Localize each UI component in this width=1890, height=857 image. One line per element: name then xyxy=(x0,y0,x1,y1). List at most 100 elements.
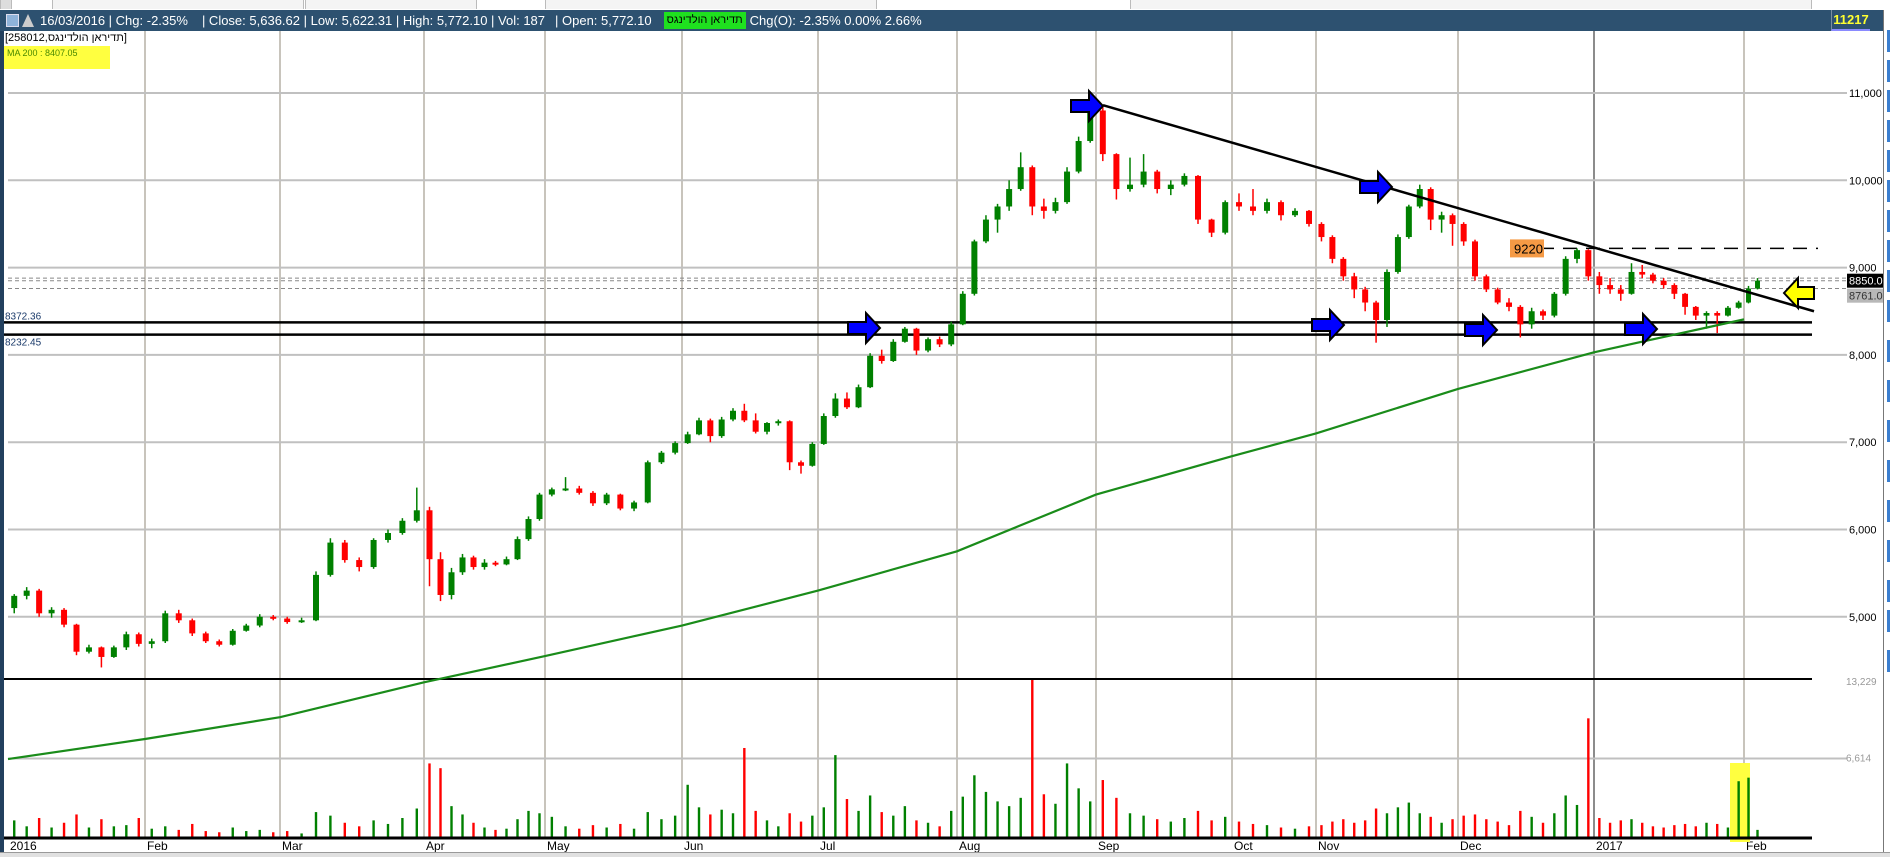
candle-body xyxy=(175,613,182,621)
candle-body xyxy=(413,510,420,521)
candle-body xyxy=(1250,206,1256,211)
candle-body xyxy=(1528,311,1535,325)
toolbar-tab[interactable] xyxy=(545,0,877,9)
volume-bar xyxy=(880,812,883,837)
volume-bar xyxy=(204,831,207,837)
candle xyxy=(982,215,989,244)
candle xyxy=(110,645,117,658)
candle-body xyxy=(1394,237,1401,272)
volume-bar xyxy=(1716,823,1719,837)
candle xyxy=(1755,278,1760,290)
volume-bar xyxy=(950,810,953,837)
candle xyxy=(1528,307,1535,329)
toolbar-tab[interactable] xyxy=(1130,0,1812,9)
candle-body xyxy=(809,443,816,466)
volume-bar xyxy=(822,807,825,837)
volume-bar xyxy=(150,828,153,837)
candle-body xyxy=(1617,289,1624,294)
candle xyxy=(1540,309,1546,320)
price-marker-label: 8850.0 xyxy=(1849,276,1883,288)
month-label: Oct xyxy=(1234,839,1253,853)
blue-arrow-icon xyxy=(1070,88,1105,124)
candle-body xyxy=(148,641,155,644)
toolbar-tab[interactable] xyxy=(305,0,477,9)
candle xyxy=(1639,264,1646,279)
volume-bar xyxy=(1440,822,1443,837)
candle-body xyxy=(832,398,839,417)
candle-body xyxy=(270,616,277,619)
candle-body xyxy=(23,590,30,596)
volume-bar xyxy=(1265,825,1269,837)
volume-bar xyxy=(1407,802,1411,837)
candle xyxy=(994,203,1001,233)
quote-header-bar: 16/03/2016 | Chg: -2.35% | Close: 5,636.… xyxy=(0,10,1884,31)
candle xyxy=(878,349,885,364)
volume-bar xyxy=(788,813,791,837)
candle xyxy=(820,413,827,445)
candle-body xyxy=(658,452,665,463)
candle-body xyxy=(492,562,499,565)
volume-bar xyxy=(37,818,41,837)
right-panel-scrollbar[interactable] xyxy=(1883,10,1890,852)
volume-bar xyxy=(857,810,860,837)
candle-body xyxy=(589,492,596,504)
volume-bar xyxy=(1651,826,1655,837)
candle-body xyxy=(1087,110,1094,142)
volume-bar xyxy=(1608,822,1612,837)
candle xyxy=(298,617,305,623)
blue-arrow-icon xyxy=(1464,312,1499,348)
candle xyxy=(1660,278,1667,289)
candle-body xyxy=(1306,210,1312,224)
candle-body xyxy=(820,416,827,444)
volume-bar xyxy=(272,832,275,837)
volume-bar xyxy=(1641,822,1644,837)
price-tick-label: 9,000 xyxy=(1849,263,1877,275)
candle-body xyxy=(603,494,610,504)
candle xyxy=(696,417,702,436)
volume-bar xyxy=(483,827,486,837)
candle-body xyxy=(1264,202,1270,211)
candle xyxy=(1671,283,1678,300)
candle xyxy=(1127,157,1133,192)
candle-body xyxy=(1140,171,1147,185)
candle xyxy=(1113,153,1120,200)
volume-bar xyxy=(1101,780,1104,837)
candle xyxy=(1329,235,1336,264)
candle-body xyxy=(672,443,679,453)
candle xyxy=(61,608,68,628)
volume-bar xyxy=(1418,813,1421,837)
candle-body xyxy=(1639,271,1646,275)
candle xyxy=(1384,269,1390,327)
candle xyxy=(1438,211,1445,233)
candle-body xyxy=(1154,171,1161,190)
toolbar-tab[interactable] xyxy=(0,0,12,9)
blue-arrow-icon xyxy=(847,310,882,346)
candle-body xyxy=(1340,258,1347,277)
candle-body xyxy=(36,590,43,614)
candle-body xyxy=(971,241,978,294)
candle-body xyxy=(98,647,105,657)
horizontal-scrollbar[interactable] xyxy=(0,852,1890,857)
candle xyxy=(913,327,920,355)
candle-body xyxy=(982,219,989,242)
volume-bar xyxy=(1429,816,1432,837)
candle xyxy=(1306,209,1312,227)
volume-bar xyxy=(765,820,769,837)
candle-body xyxy=(503,559,510,565)
volume-bar xyxy=(1142,815,1145,837)
candle-body xyxy=(1064,171,1071,203)
candle xyxy=(832,393,839,418)
volume-bar xyxy=(472,822,475,837)
candle-body xyxy=(1755,280,1760,289)
candle xyxy=(1460,222,1467,246)
volume-bar xyxy=(1507,825,1511,837)
volume-bar xyxy=(996,801,999,837)
toolbar-tab[interactable] xyxy=(52,0,304,9)
volume-bar xyxy=(1210,820,1213,837)
volume-bar xyxy=(743,747,746,837)
volume-bar xyxy=(1737,781,1740,837)
chart-window-icon[interactable] xyxy=(6,14,19,27)
candle xyxy=(216,639,223,647)
volume-bar xyxy=(1673,825,1676,837)
